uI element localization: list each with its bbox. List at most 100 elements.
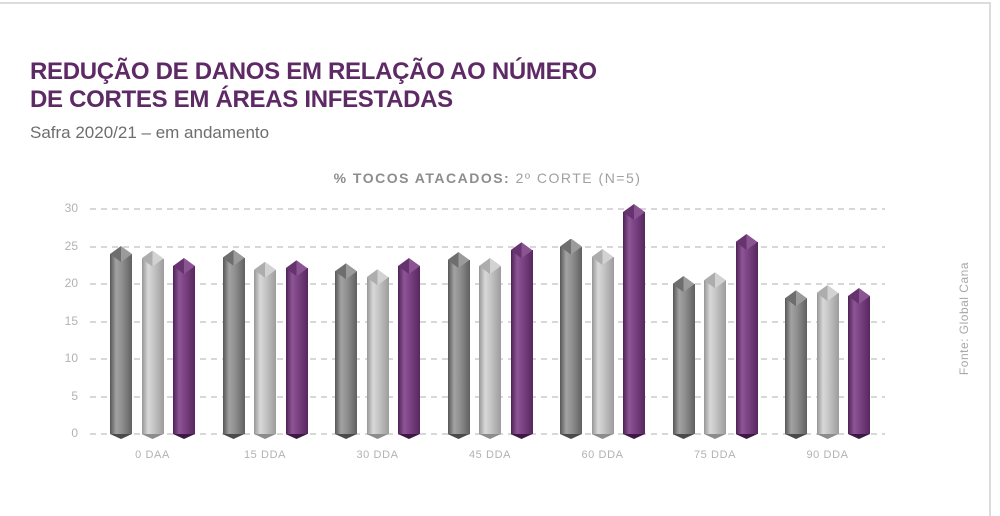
bar-cinza-escuro-90-dda [785,290,807,439]
bar-face [735,234,747,250]
bar-roxo-30-dda [398,258,420,439]
bar-face [152,250,164,267]
bar-face [672,276,684,292]
page-title-line2: DE CORTES EM ÁREAS INFESTADAS [30,86,453,113]
x-axis-label-90-dda: 90 DDA [806,449,849,461]
bar-face [173,434,195,439]
x-axis-label-0-daa: 0 DAA [135,449,170,461]
bar-face [233,249,245,266]
chart-title-normal: 2º CORTE (N=5) [515,170,642,186]
bar-cinza-claro-30-dda [366,269,389,439]
bar-face [110,434,132,439]
bar-cinza-claro-45-dda [479,258,501,439]
gridline-30 [90,208,885,210]
bar-face [602,249,614,265]
bar-face [859,288,870,304]
top-border-line [0,2,991,4]
bar-face [335,263,346,280]
bar-face [623,434,645,439]
chart-title-bold: % TOCOS ATACADOS: [333,170,511,186]
bar-face [184,258,195,274]
bar-roxo-60-dda [623,204,645,439]
right-border-line [989,2,991,516]
bar-cinza-claro-75-dda [704,272,726,439]
bar-cinza-escuro-30-dda [335,263,357,439]
bar-face [634,204,645,220]
bar-cinza-escuro-75-dda [672,276,695,439]
bar-face [296,260,308,277]
bar-face [254,434,276,439]
bar-face [254,261,265,278]
bar-roxo-90-dda [848,288,870,439]
bar-roxo-0-daa [173,258,195,439]
bar-face [490,258,501,274]
bar-face [398,434,420,439]
bar-face [121,246,132,262]
page-title-line1: REDUÇÃO DE DANOS EM RELAÇÃO AO NÚMERO [30,58,597,85]
bar-face [285,260,297,277]
bar-cinza-claro-90-dda [816,285,839,439]
bar-face [346,263,357,280]
x-axis-label-45-dda: 45 DDA [468,449,512,461]
bar-face [560,238,571,255]
bar-face [173,258,184,274]
bar-face [827,285,839,301]
x-axis-label-30-dda: 30 DDA [356,449,399,461]
bar-face [571,238,582,255]
bar-cinza-claro-0-daa [141,250,164,439]
bar-face [285,434,308,439]
bar-face [796,290,807,307]
page-subtitle: Safra 2020/21 – em andamento [30,123,270,142]
page-title: REDUÇÃO DE DANOS EM RELAÇÃO AO NÚMERO DE… [30,58,597,114]
bar-cinza-claro-60-dda [591,249,614,439]
bar-face [704,272,715,289]
bar-face [591,434,614,439]
bar-face [479,434,501,439]
bar-cinza-escuro-60-dda [560,238,582,439]
bar-cinza-escuro-15-dda [222,249,245,439]
bar-face [848,434,870,439]
bar-roxo-75-dda [735,234,758,439]
bar-face [510,242,522,259]
bar-face [366,269,378,286]
bar-face [479,258,490,274]
bar-face [222,249,234,266]
x-axis-label-15-dda: 15 DDA [243,449,287,461]
bar-face [785,434,807,439]
bar-face [816,434,839,439]
bar-face [623,204,634,220]
plot-area: 30 25 20 15 10 5 0 0 DAA 15 DDA 30 DDA 45 DDA 60 DD… [65,201,885,461]
y-axis-label-30: 30 [64,201,78,215]
bar-face [447,434,470,439]
bar-face [683,276,695,292]
bar-face [521,242,533,259]
bar-face [560,434,582,439]
y-axis-label-25: 25 [64,238,78,253]
bar-face [458,252,470,268]
bar-face [816,285,828,301]
bar-face [785,290,796,307]
bar-face [735,434,758,439]
bar-face [141,434,164,439]
bar-face [409,258,420,274]
header: REDUÇÃO DE DANOS EM RELAÇÃO AO NÚMERO DE… [30,58,597,143]
bar-face [141,250,153,267]
y-axis-label-10: 10 [64,351,78,365]
y-axis-label-20: 20 [64,276,78,290]
bar-face [110,246,121,262]
bar-cinza-escuro-0-daa [110,246,132,439]
bar-roxo-45-dda [510,242,533,439]
bar-face [715,272,726,289]
bar-face [366,434,389,439]
gridline-25 [90,245,885,248]
bar-face [746,234,758,250]
y-axis-label-5: 5 [71,388,78,403]
bar-face [222,434,245,439]
chart-title: % TOCOS ATACADOS: 2º CORTE (N=5) [90,170,885,186]
bar-face [335,434,357,439]
bar-face [672,434,695,439]
y-axis-label-15: 15 [64,313,78,328]
x-axis-label-60-dda: 60 DDA [581,449,624,461]
bar-face [447,252,459,268]
